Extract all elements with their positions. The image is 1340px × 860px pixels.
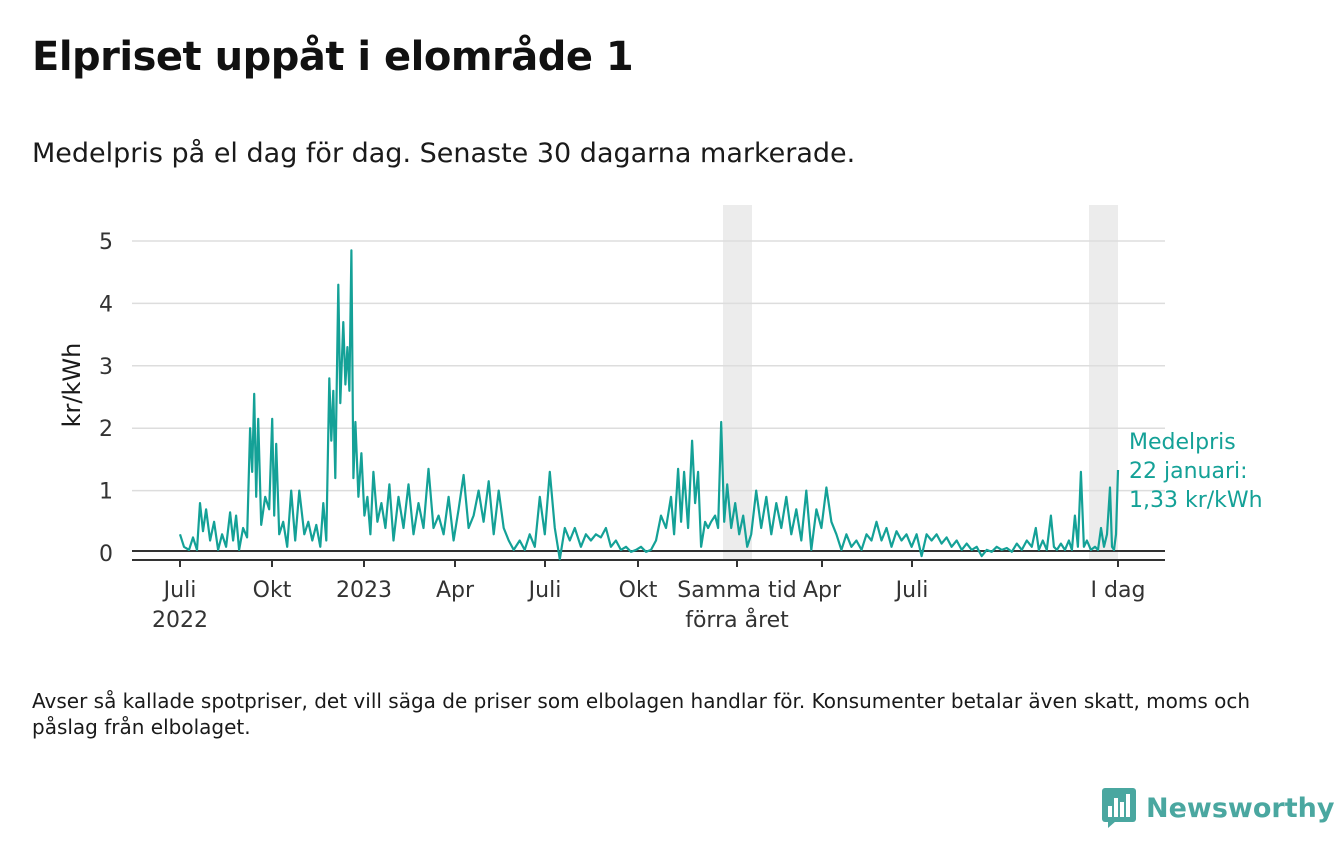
x-tick-label: Samma tid	[677, 578, 797, 603]
y-tick-label: 3	[99, 355, 113, 380]
x-tick-label: 2023	[336, 578, 392, 603]
highlight-band-1	[1089, 205, 1118, 560]
x-axis	[132, 550, 1165, 561]
chart-title: Elpriset uppåt i elområde 1	[32, 34, 634, 80]
x-tick-label: Juli	[527, 578, 562, 603]
footnote: Avser så kallade spotpriser, det vill sä…	[32, 689, 1251, 739]
x-axis-ticks: Juli 2022 Okt 2023 Apr Juli Okt Samma tid förra …	[152, 560, 1145, 633]
x-tick-label: Okt	[253, 578, 292, 603]
brand-logo[interactable]: Newsworthy	[1102, 788, 1334, 828]
brand-name: Newsworthy	[1146, 792, 1335, 824]
series-line	[178, 249, 1120, 561]
annotation-line-3: 1,33 kr/kWh	[1129, 488, 1263, 513]
x-tick-label: I dag	[1091, 578, 1146, 603]
x-tick-label: Okt	[619, 578, 658, 603]
x-tick-label-2: 2022	[152, 608, 208, 633]
annotation: Medelpris 22 januari: 1,33 kr/kWh	[1129, 430, 1263, 513]
y-tick-label: 2	[99, 417, 113, 442]
x-tick-label: Juli	[162, 578, 197, 603]
annotation-line-1: Medelpris	[1129, 430, 1236, 455]
line-chart: 0 1 2 3 4 5 kr/kWh Juli 2022 Okt 2023 Apr Juli Okt S…	[58, 205, 1263, 633]
x-tick-label-2: förra året	[685, 607, 789, 633]
bar-chart-speech-icon	[1102, 788, 1136, 828]
y-axis-label: kr/kWh	[58, 343, 86, 428]
x-tick-label: Apr	[436, 578, 475, 603]
y-tick-label: 0	[99, 542, 113, 567]
highlight-band-0	[723, 205, 752, 560]
x-tick-label: Juli	[894, 578, 929, 603]
y-tick-label: 5	[99, 230, 113, 255]
x-tick-label: Apr	[803, 578, 842, 603]
y-tick-label: 1	[99, 480, 113, 505]
y-tick-label: 4	[99, 292, 113, 317]
gridlines	[132, 240, 1165, 492]
highlight-bands	[723, 205, 1118, 560]
annotation-line-2: 22 januari:	[1129, 459, 1248, 484]
chart-subtitle: Medelpris på el dag för dag. Senaste 30 …	[32, 138, 856, 169]
y-axis-ticks: 0 1 2 3 4 5	[99, 230, 113, 567]
